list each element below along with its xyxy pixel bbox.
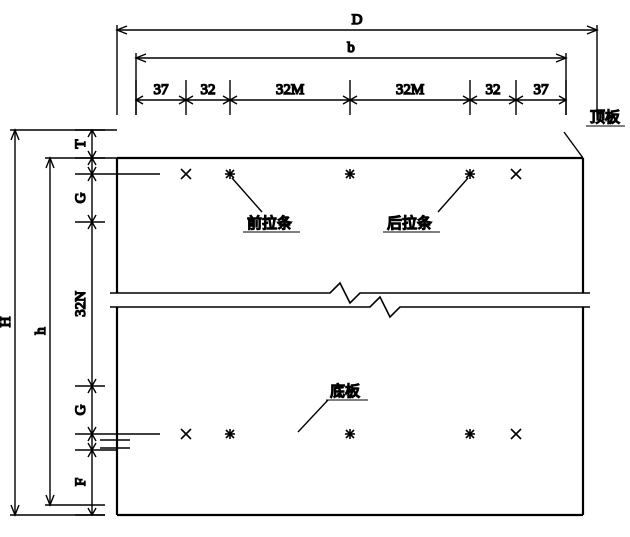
main-box bbox=[117, 158, 583, 515]
hseg-2: 32M bbox=[276, 82, 304, 98]
break-line bbox=[110, 283, 590, 317]
dim-b: b bbox=[136, 40, 566, 115]
hseg-5: 37 bbox=[534, 82, 550, 98]
dim-hseg: 37 32 32M 32M 32 37 bbox=[136, 80, 566, 115]
star-mark bbox=[225, 429, 475, 439]
vseg-G2: G bbox=[73, 404, 89, 415]
vseg-T: T bbox=[73, 139, 89, 148]
label-back-bar: 后拉条 bbox=[387, 215, 432, 232]
vseg-F: F bbox=[73, 478, 89, 486]
callouts: 顶板 前拉条 后拉条 底板 bbox=[232, 108, 625, 432]
star-mark bbox=[225, 169, 475, 179]
label-top-plate: 顶板 bbox=[590, 108, 620, 126]
holes-top bbox=[181, 169, 521, 179]
dim-D-label: D bbox=[352, 12, 363, 28]
hseg-0: 37 bbox=[154, 82, 170, 98]
dim-b-label: b bbox=[347, 40, 355, 56]
dim-H: H bbox=[0, 130, 105, 515]
vseg-32N: 32N bbox=[73, 291, 89, 317]
dim-H-label: H bbox=[0, 316, 14, 327]
hseg-1: 32 bbox=[201, 82, 216, 98]
engineering-diagram: D b 37 32 32M 32M 32 37 bbox=[0, 0, 630, 537]
diagram-svg: D b 37 32 32M 32M 32 37 bbox=[0, 0, 630, 537]
label-front-bar: 前拉条 bbox=[247, 215, 292, 232]
holes-bottom bbox=[181, 429, 521, 439]
bottom-thickness bbox=[100, 440, 130, 448]
vseg-G1: G bbox=[73, 192, 89, 203]
hseg-3: 32M bbox=[396, 82, 424, 98]
label-bottom-plate: 底板 bbox=[330, 382, 360, 400]
hseg-4: 32 bbox=[486, 82, 501, 98]
dim-h-label: h bbox=[33, 327, 49, 335]
